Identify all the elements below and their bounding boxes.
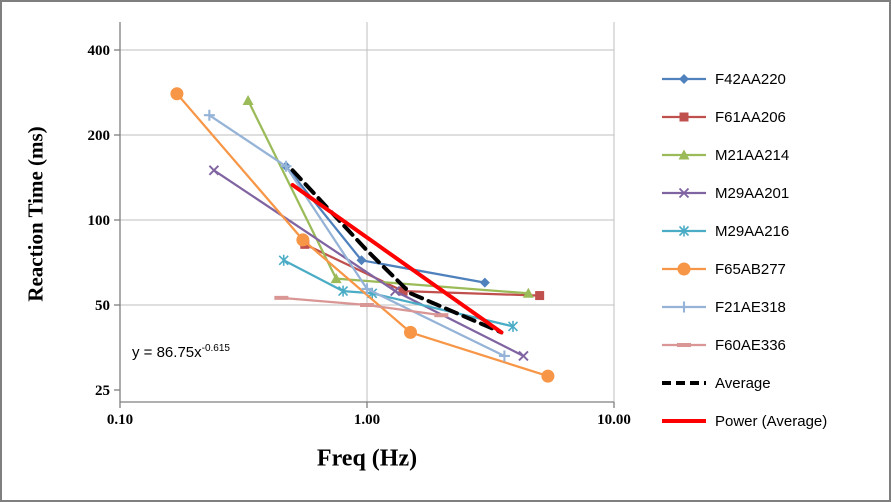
legend-label: Average — [715, 374, 771, 392]
y-tick-label: 25 — [95, 383, 110, 399]
diamond-marker — [356, 255, 367, 266]
legend-item: Average — [660, 364, 827, 402]
legend-label: M29AA201 — [715, 184, 790, 202]
legend-item: M29AA201 — [660, 174, 827, 212]
series-F21AE318 — [203, 109, 510, 362]
series-M29AA201 — [208, 165, 529, 362]
x-axis-title: Freq (Hz) — [316, 445, 418, 472]
series-M29AA216 — [278, 254, 519, 332]
y-tick-label: 50 — [95, 298, 110, 314]
circle-marker — [296, 233, 310, 247]
series-Average — [290, 168, 504, 335]
asterisk-marker — [337, 285, 349, 297]
y-axis-title: Reaction Time (ms) — [23, 126, 48, 302]
legend-item: F60AE336 — [660, 326, 827, 364]
legend-swatch — [662, 381, 706, 385]
legend-item: F61AA206 — [660, 98, 827, 136]
y-tick-label: 200 — [88, 128, 111, 144]
asterisk-marker — [678, 225, 690, 237]
plus-marker — [678, 301, 690, 313]
circle-marker — [677, 262, 691, 276]
legend-swatch — [662, 187, 706, 199]
legend-swatch — [662, 343, 706, 347]
series-F60AE336 — [274, 295, 449, 318]
triangle-marker — [522, 287, 534, 298]
diamond-marker — [679, 74, 689, 84]
y-tick-label: 400 — [88, 43, 111, 59]
equation-base: y = 86.75x — [132, 344, 202, 361]
legend-label: M29AA216 — [715, 222, 790, 240]
legend: F42AA220 F61AA206 M21AA214 M29AA201 M29A… — [660, 60, 827, 440]
asterisk-marker — [507, 320, 519, 332]
series-Power (Average) — [290, 183, 504, 335]
gridlines — [120, 22, 615, 402]
y-tick-label: 100 — [88, 213, 111, 229]
legend-item: F42AA220 — [660, 60, 827, 98]
x-tick-label: 0.10 — [107, 412, 133, 428]
triangle-marker — [242, 94, 254, 105]
asterisk-marker — [278, 254, 289, 266]
legend-swatch — [662, 149, 706, 160]
x-marker — [208, 165, 220, 176]
x-tick-label: 1.00 — [354, 412, 380, 428]
legend-item: M29AA216 — [660, 212, 827, 250]
legend-swatch — [662, 112, 706, 122]
legend-swatch — [662, 74, 706, 84]
dash-marker — [434, 313, 449, 318]
legend-label: F65AB277 — [715, 260, 786, 278]
x-marker — [518, 350, 529, 362]
legend-label: Power (Average) — [715, 412, 828, 430]
legend-swatch — [662, 262, 706, 276]
legend-item: M21AA214 — [660, 136, 827, 174]
series-F65AB277 — [170, 87, 555, 383]
legend-swatch — [662, 225, 706, 237]
diamond-marker — [479, 277, 490, 288]
legend-item: F65AB277 — [660, 250, 827, 288]
series-M21AA214 — [242, 94, 534, 298]
plus-marker — [203, 109, 215, 121]
legend-label: F42AA220 — [715, 70, 786, 88]
trendline-equation: y = 86.75x-0.615 — [132, 343, 230, 361]
dash-marker — [677, 343, 691, 347]
triangle-marker — [330, 273, 342, 284]
x-marker — [389, 285, 401, 297]
legend-label: M21AA214 — [715, 146, 790, 164]
plus-marker — [280, 160, 292, 172]
square-marker — [535, 291, 545, 301]
plus-marker — [361, 283, 373, 295]
circle-marker — [170, 87, 184, 101]
legend-swatch — [662, 419, 706, 423]
x-tick-label: 10.00 — [597, 412, 631, 428]
square-marker — [679, 112, 689, 122]
legend-label: F21AE318 — [715, 298, 786, 316]
axes: 25 50 100 200 400 0.10 1.00 10.00 — [88, 22, 631, 428]
legend-label: F61AA206 — [715, 108, 786, 126]
circle-marker — [403, 325, 417, 339]
x-marker — [678, 187, 690, 199]
dash-marker — [274, 295, 289, 300]
legend-label: F60AE336 — [715, 336, 786, 354]
legend-item: F21AE318 — [660, 288, 827, 326]
legend-item: Power (Average) — [660, 402, 827, 440]
plus-marker — [498, 350, 510, 362]
equation-exponent: -0.615 — [201, 343, 230, 354]
square-marker — [398, 286, 408, 296]
circle-marker — [541, 369, 555, 383]
dash-marker — [360, 303, 374, 307]
triangle-marker — [678, 149, 690, 160]
legend-swatch — [662, 301, 706, 313]
